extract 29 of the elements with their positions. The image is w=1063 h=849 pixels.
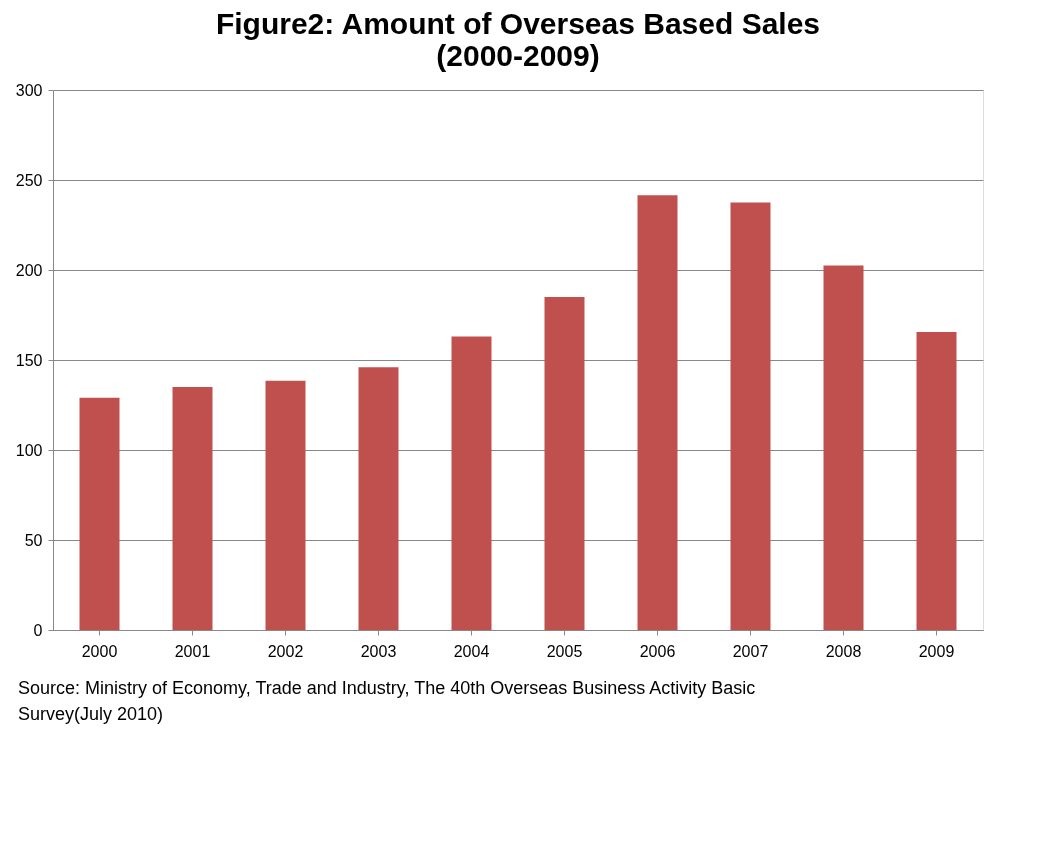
bar [544,297,585,630]
bar [823,265,864,630]
bar [730,202,771,630]
x-tick-label: 2008 [825,642,862,660]
x-tick-label: 2005 [546,642,583,660]
y-tick-label: 150 [15,351,43,369]
x-tick-label: 2002 [267,642,304,660]
y-tick-label: 0 [33,621,43,639]
bar [172,387,213,630]
y-tick-label: 50 [24,531,43,549]
bar [451,336,492,630]
y-tick-label: 200 [15,261,43,279]
x-tick-label: 2006 [639,642,676,660]
x-tick-label: 2003 [360,642,397,660]
y-tick-label: 300 [15,81,43,99]
x-tick-label: 2000 [81,642,118,660]
bar [265,380,306,630]
bar [79,397,120,630]
y-tick-label: 250 [15,171,43,189]
bar [637,195,678,630]
bar [916,332,957,630]
chart-title: Figure2: Amount of Overseas Based Sales (2000-2009) [215,7,821,72]
y-tick-label: 100 [15,441,43,459]
x-tick-label: 2007 [732,642,769,660]
x-tick-label: 2009 [918,642,955,660]
x-tick-label: 2004 [453,642,490,660]
bar [358,367,399,630]
x-tick-label: 2001 [174,642,211,660]
source-note: Source: Ministry of Economy, Trade and Industry, The 40th Overseas Business Activity Basic Survey(July 2010) [18,678,756,724]
